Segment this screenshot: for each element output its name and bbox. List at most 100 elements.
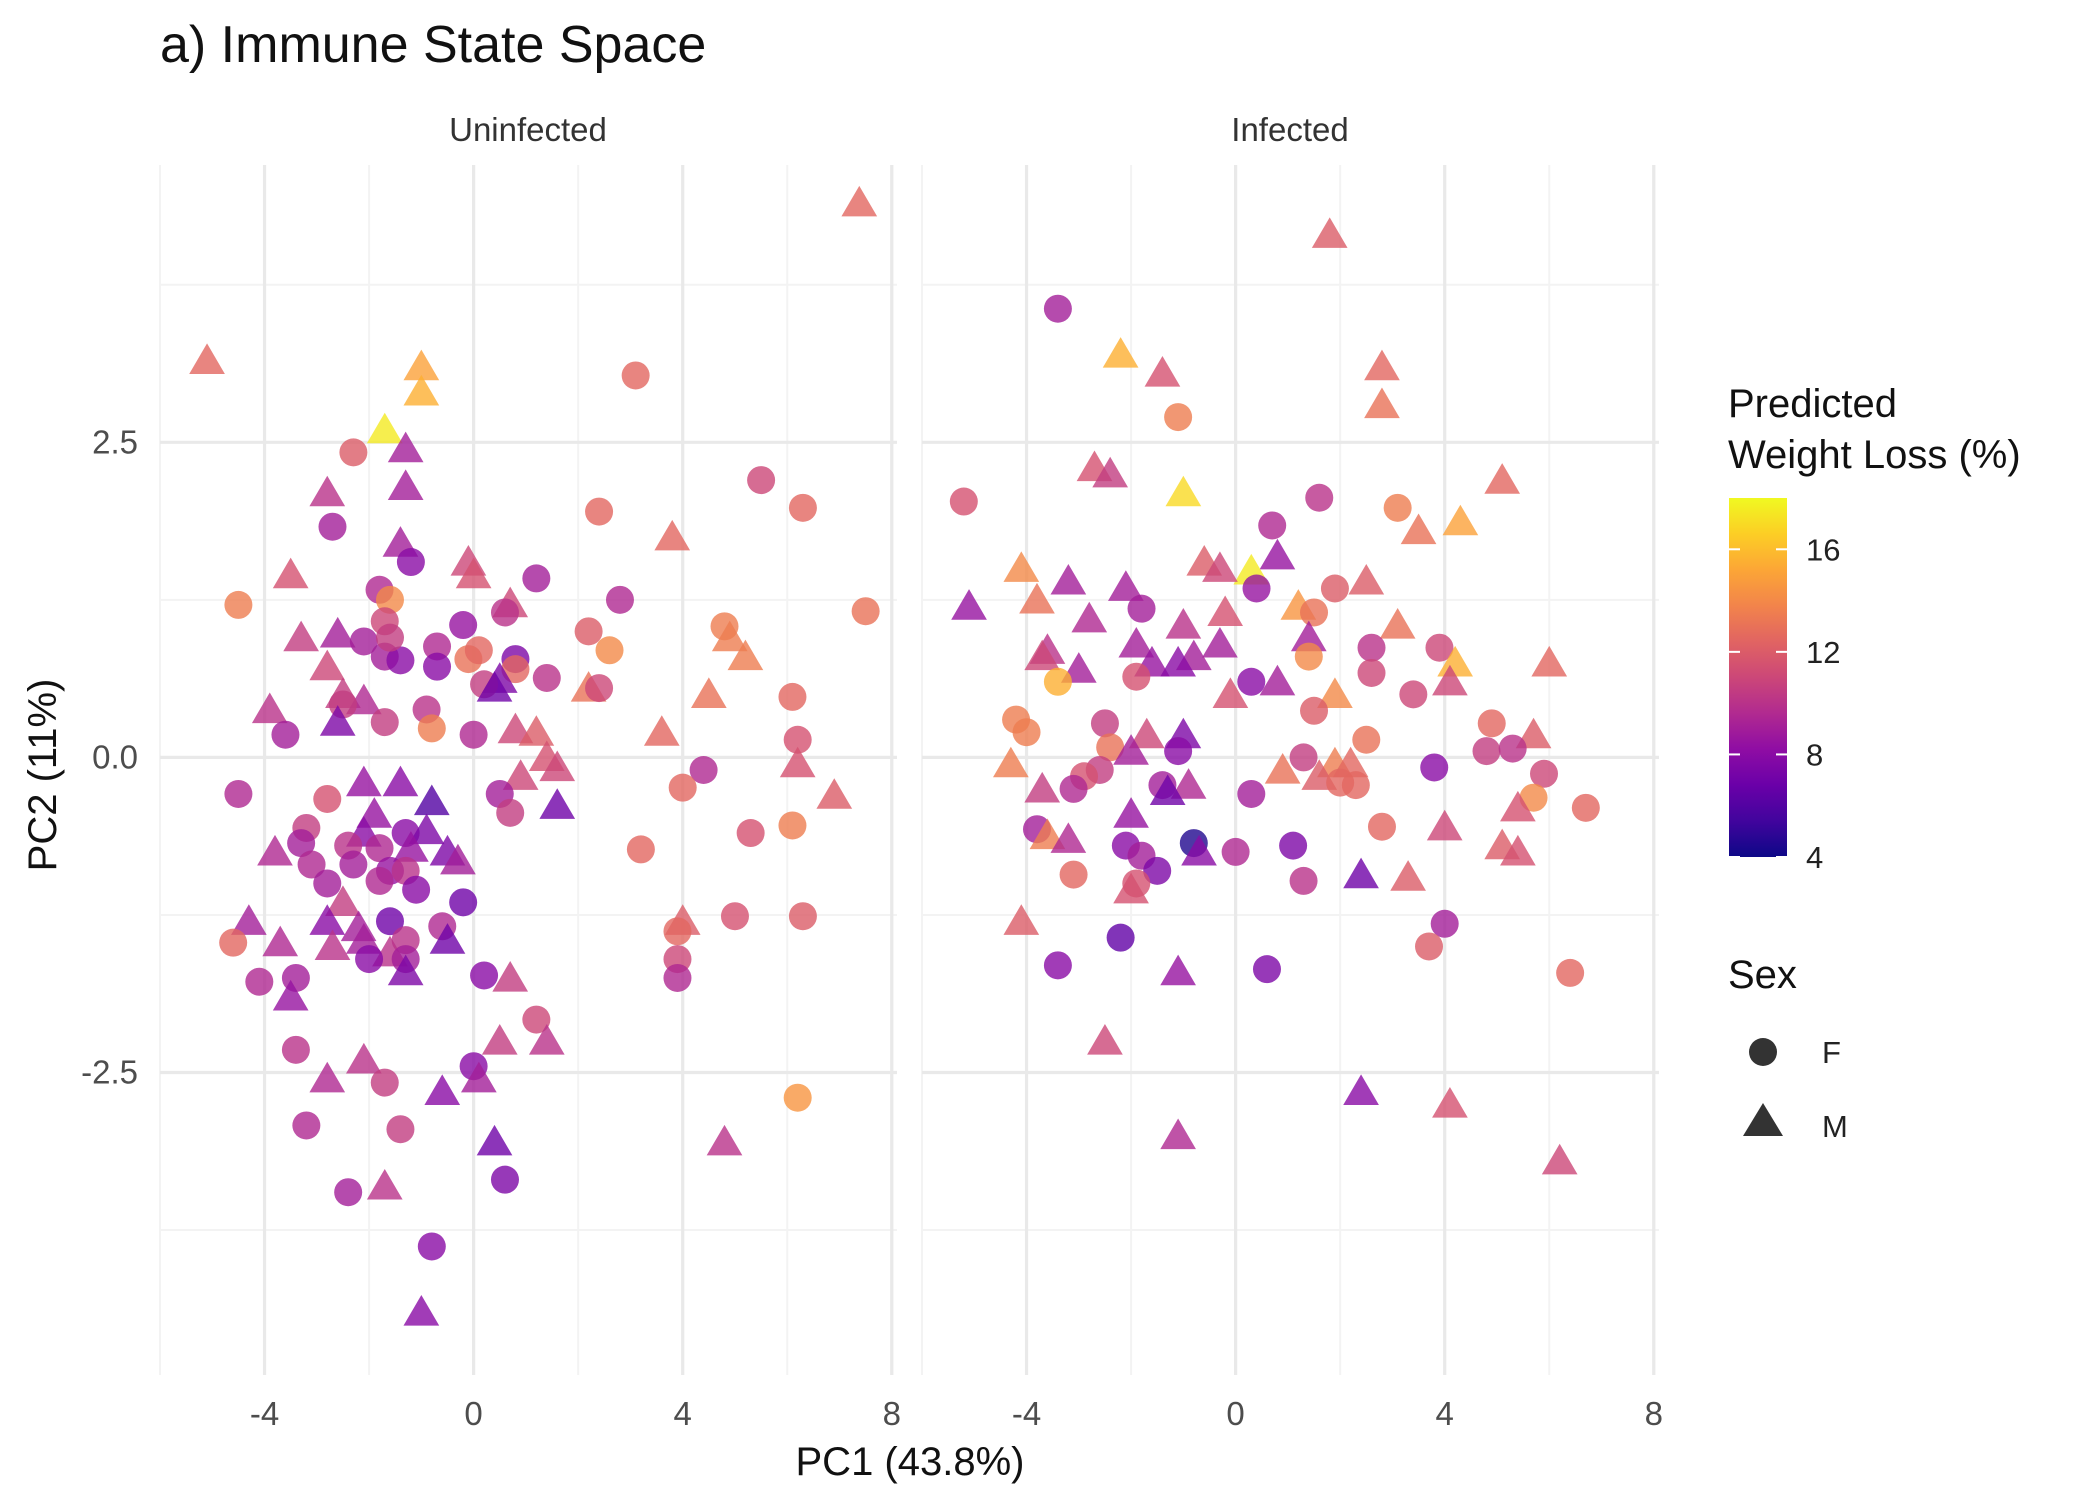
data-point-f [375,623,404,652]
y-tick-label: 2.5 [92,423,138,460]
data-point-f [1320,574,1349,603]
data-point-f [1399,680,1428,709]
data-point-m [251,692,288,724]
data-point-f [355,945,384,974]
data-point-m [1087,1023,1123,1055]
colorbar-tick-label: 4 [1806,840,1823,875]
data-point-m [643,715,680,746]
x-tick-label: -4 [250,1395,279,1432]
data-point-m [1348,563,1385,595]
data-point-m [262,925,299,957]
data-point-f [1059,774,1088,803]
data-point-m [497,712,534,744]
color-legend-title-line2: Weight Loss (%) [1728,433,2021,477]
data-point-f [449,888,478,917]
data-point-f [1242,574,1271,603]
color-legend: Predicted Weight Loss (%) 16 12 8 4 [1728,382,2021,875]
data-point-m [440,843,476,875]
points-group [189,343,880,1326]
data-point-f [663,917,692,946]
data-point-m [539,788,576,819]
data-point-m [1442,504,1479,536]
data-point-m [346,765,382,797]
y-axis-title: PC2 (11%) [21,679,65,872]
data-point-m [706,1124,743,1156]
data-point-f [1164,403,1193,432]
data-point-m [1165,608,1202,639]
data-point-f [1425,633,1454,662]
data-point-f [1367,812,1396,841]
data-point-m [314,929,351,961]
data-point-f [1305,483,1334,512]
data-point-m [1343,857,1379,889]
data-point-f [788,902,817,931]
data-point-m [366,1168,403,1200]
data-point-m [1071,601,1108,633]
data-point-m [816,778,853,809]
data-point-f [783,725,812,754]
data-point-f [1252,955,1281,984]
x-tick-label: 0 [464,1395,482,1432]
data-point-f [1571,793,1600,822]
data-point-f [375,907,404,936]
data-point-f [585,674,614,703]
data-point-m [1024,639,1061,671]
data-point-m [1317,677,1353,708]
data-point-m [1144,355,1181,387]
data-point-f [417,1232,446,1261]
data-point-m [1170,768,1207,799]
data-point-f [1420,753,1449,782]
colorbar-ticks: 16 12 8 4 [1729,532,1840,875]
data-point-f [1237,667,1266,696]
data-point-f [1237,779,1266,808]
data-point-f [224,779,253,808]
data-point-m [1500,834,1536,866]
data-point-f [1012,718,1041,747]
data-point-m [1092,456,1129,488]
data-point-m [1500,790,1536,822]
data-point-m [476,1124,513,1156]
data-point-f [1127,594,1156,623]
data-point-m [518,715,555,746]
data-point-f [396,548,425,577]
data-point-f [778,811,807,840]
panel-strip-label: Infected [1231,111,1348,148]
data-point-m [408,813,445,845]
data-point-f [949,487,978,516]
data-point-m [1019,582,1055,614]
data-point-f [370,708,399,737]
data-point-m [1515,717,1552,749]
data-point-f [788,493,817,522]
data-point-m [1364,349,1400,381]
data-point-f [1300,696,1329,725]
legend-label-m: M [1822,1109,1848,1144]
data-point-f [1357,658,1386,687]
data-point-f [605,585,634,614]
data-point-m [1531,645,1568,677]
data-point-m [325,885,361,916]
data-point-f [490,1165,519,1194]
data-point-m [403,374,440,406]
data-point-f [1289,866,1318,895]
points-group [841,185,1600,1175]
data-point-m [993,746,1029,778]
data-point-m [1202,551,1238,582]
colorbar-tick-label: 16 [1806,532,1840,567]
data-point-f [778,682,807,711]
data-point-m [319,705,356,736]
data-point-m [346,1042,382,1074]
x-axis-title: PC1 (43.8%) [796,1440,1025,1484]
data-point-m [1102,337,1139,368]
data-point-m [1003,904,1040,935]
data-point-m [272,979,309,1011]
data-point-f [851,597,880,626]
data-point-m [1149,774,1186,806]
panel-infected: Infected [841,111,1659,1375]
data-point-m [1259,538,1296,570]
data-point-f [522,564,551,593]
data-point-f [375,585,404,614]
data-point-m [1108,570,1144,601]
data-point-m [319,616,356,648]
data-point-m [1113,734,1149,765]
data-point-f [1326,768,1355,797]
